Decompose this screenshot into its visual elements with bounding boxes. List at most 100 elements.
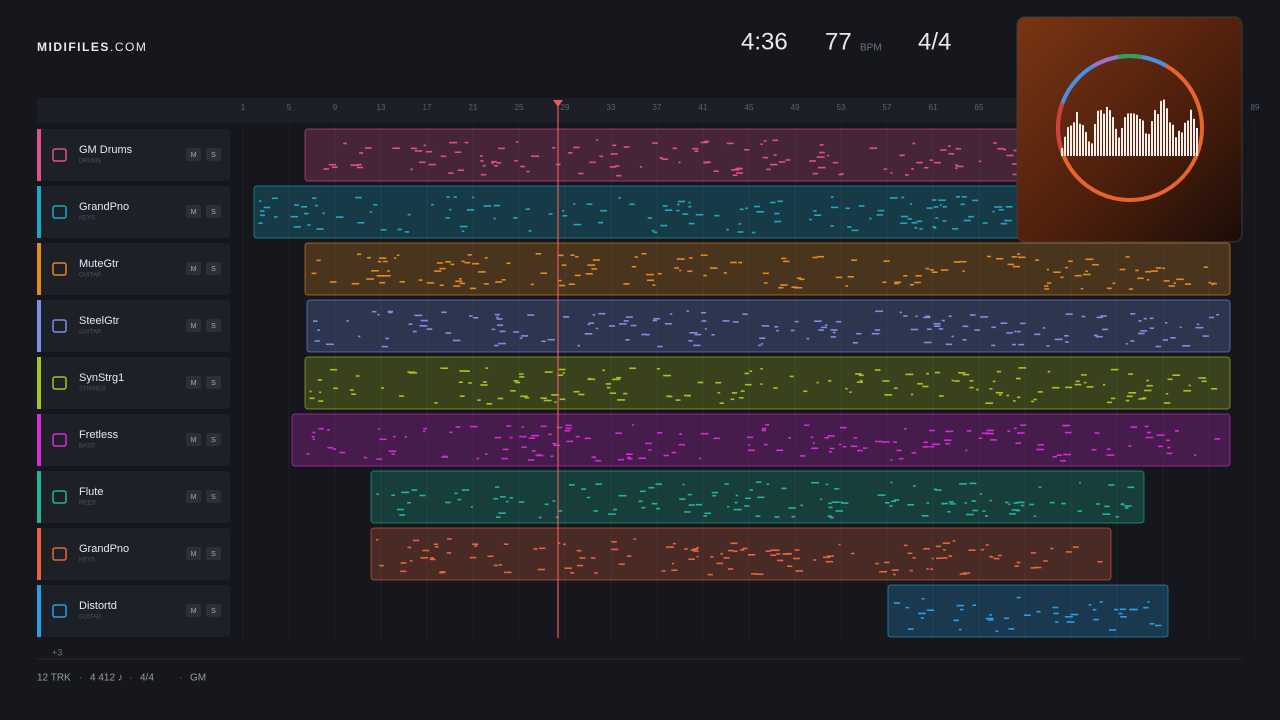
note: [916, 161, 923, 164]
spectrum-bar: [1106, 106, 1108, 156]
note: [537, 454, 541, 456]
note: [678, 443, 685, 446]
note: [659, 157, 663, 159]
note: [499, 330, 506, 333]
note: [914, 227, 918, 229]
note: [841, 502, 849, 504]
note: [1005, 206, 1013, 208]
note: [740, 549, 745, 551]
note: [695, 213, 704, 216]
spectrum-bar: [1070, 125, 1072, 156]
note: [425, 150, 433, 153]
note: [260, 214, 265, 217]
mute-button[interactable]: [186, 604, 201, 617]
note: [600, 209, 607, 212]
spectrum-bar: [1082, 125, 1084, 156]
track-header[interactable]: [37, 129, 230, 181]
mute-button[interactable]: [186, 433, 201, 446]
note: [890, 172, 893, 174]
note: [496, 316, 499, 319]
track-header[interactable]: [37, 300, 230, 352]
note: [519, 435, 527, 438]
mute-button[interactable]: [186, 490, 201, 503]
note: [535, 253, 542, 255]
note: [682, 213, 689, 215]
note: [674, 267, 679, 269]
note: [1155, 345, 1162, 348]
solo-button[interactable]: [206, 148, 221, 161]
note: [520, 395, 528, 398]
solo-button[interactable]: [206, 376, 221, 389]
mute-button[interactable]: [186, 262, 201, 275]
note: [875, 440, 883, 443]
note: [811, 481, 820, 484]
note: [557, 374, 563, 376]
note: [592, 314, 596, 316]
note: [357, 222, 365, 224]
track-header[interactable]: [37, 357, 230, 409]
note: [693, 550, 699, 552]
note: [1108, 484, 1115, 486]
album-art: [1016, 16, 1243, 243]
note: [422, 430, 426, 433]
note: [923, 548, 930, 550]
note: [418, 279, 423, 281]
note: [645, 442, 652, 445]
track-header[interactable]: [37, 186, 230, 238]
note: [777, 559, 784, 562]
track-header[interactable]: [37, 585, 230, 637]
note: [972, 509, 978, 512]
note: [595, 459, 602, 462]
note: [733, 508, 742, 511]
solo-button[interactable]: [206, 205, 221, 218]
note: [827, 154, 830, 157]
solo-button[interactable]: [206, 547, 221, 560]
more-tracks[interactable]: +3: [52, 647, 62, 657]
separator: ·: [129, 673, 132, 684]
spectrum-bar: [1184, 122, 1186, 156]
note: [909, 284, 914, 286]
note: [839, 426, 847, 429]
note: [407, 371, 416, 373]
spectrum-bar: [1067, 127, 1069, 156]
solo-button[interactable]: [206, 433, 221, 446]
note: [541, 340, 546, 343]
note: [1112, 282, 1116, 285]
track-header[interactable]: [37, 471, 230, 523]
note: [772, 139, 778, 142]
note: [445, 501, 451, 504]
note: [923, 441, 928, 444]
note: [700, 254, 708, 257]
signature: 4/4: [918, 28, 951, 55]
note: [688, 558, 695, 560]
track-header[interactable]: [37, 528, 230, 580]
mute-button[interactable]: [186, 205, 201, 218]
track-header[interactable]: [37, 414, 230, 466]
solo-button[interactable]: [206, 319, 221, 332]
note: [1030, 567, 1037, 569]
spectrum-bar: [1190, 109, 1192, 156]
solo-button[interactable]: [206, 262, 221, 275]
note: [329, 281, 337, 283]
note: [730, 542, 738, 545]
note: [351, 282, 360, 285]
note: [1034, 333, 1041, 336]
note: [1065, 313, 1073, 315]
mute-button[interactable]: [186, 547, 201, 560]
track-icon: [52, 490, 67, 504]
track-header[interactable]: [37, 243, 230, 295]
note: [564, 429, 571, 432]
note: [615, 432, 622, 434]
solo-button[interactable]: [206, 490, 221, 503]
note: [611, 541, 617, 543]
solo-button[interactable]: [206, 604, 221, 617]
mute-button[interactable]: [186, 148, 201, 161]
note: [774, 516, 780, 518]
note: [410, 147, 417, 150]
note: [434, 402, 438, 404]
note: [547, 338, 555, 341]
mute-button[interactable]: [186, 319, 201, 332]
note: [1023, 614, 1031, 616]
note: [309, 397, 315, 400]
mute-button[interactable]: [186, 376, 201, 389]
